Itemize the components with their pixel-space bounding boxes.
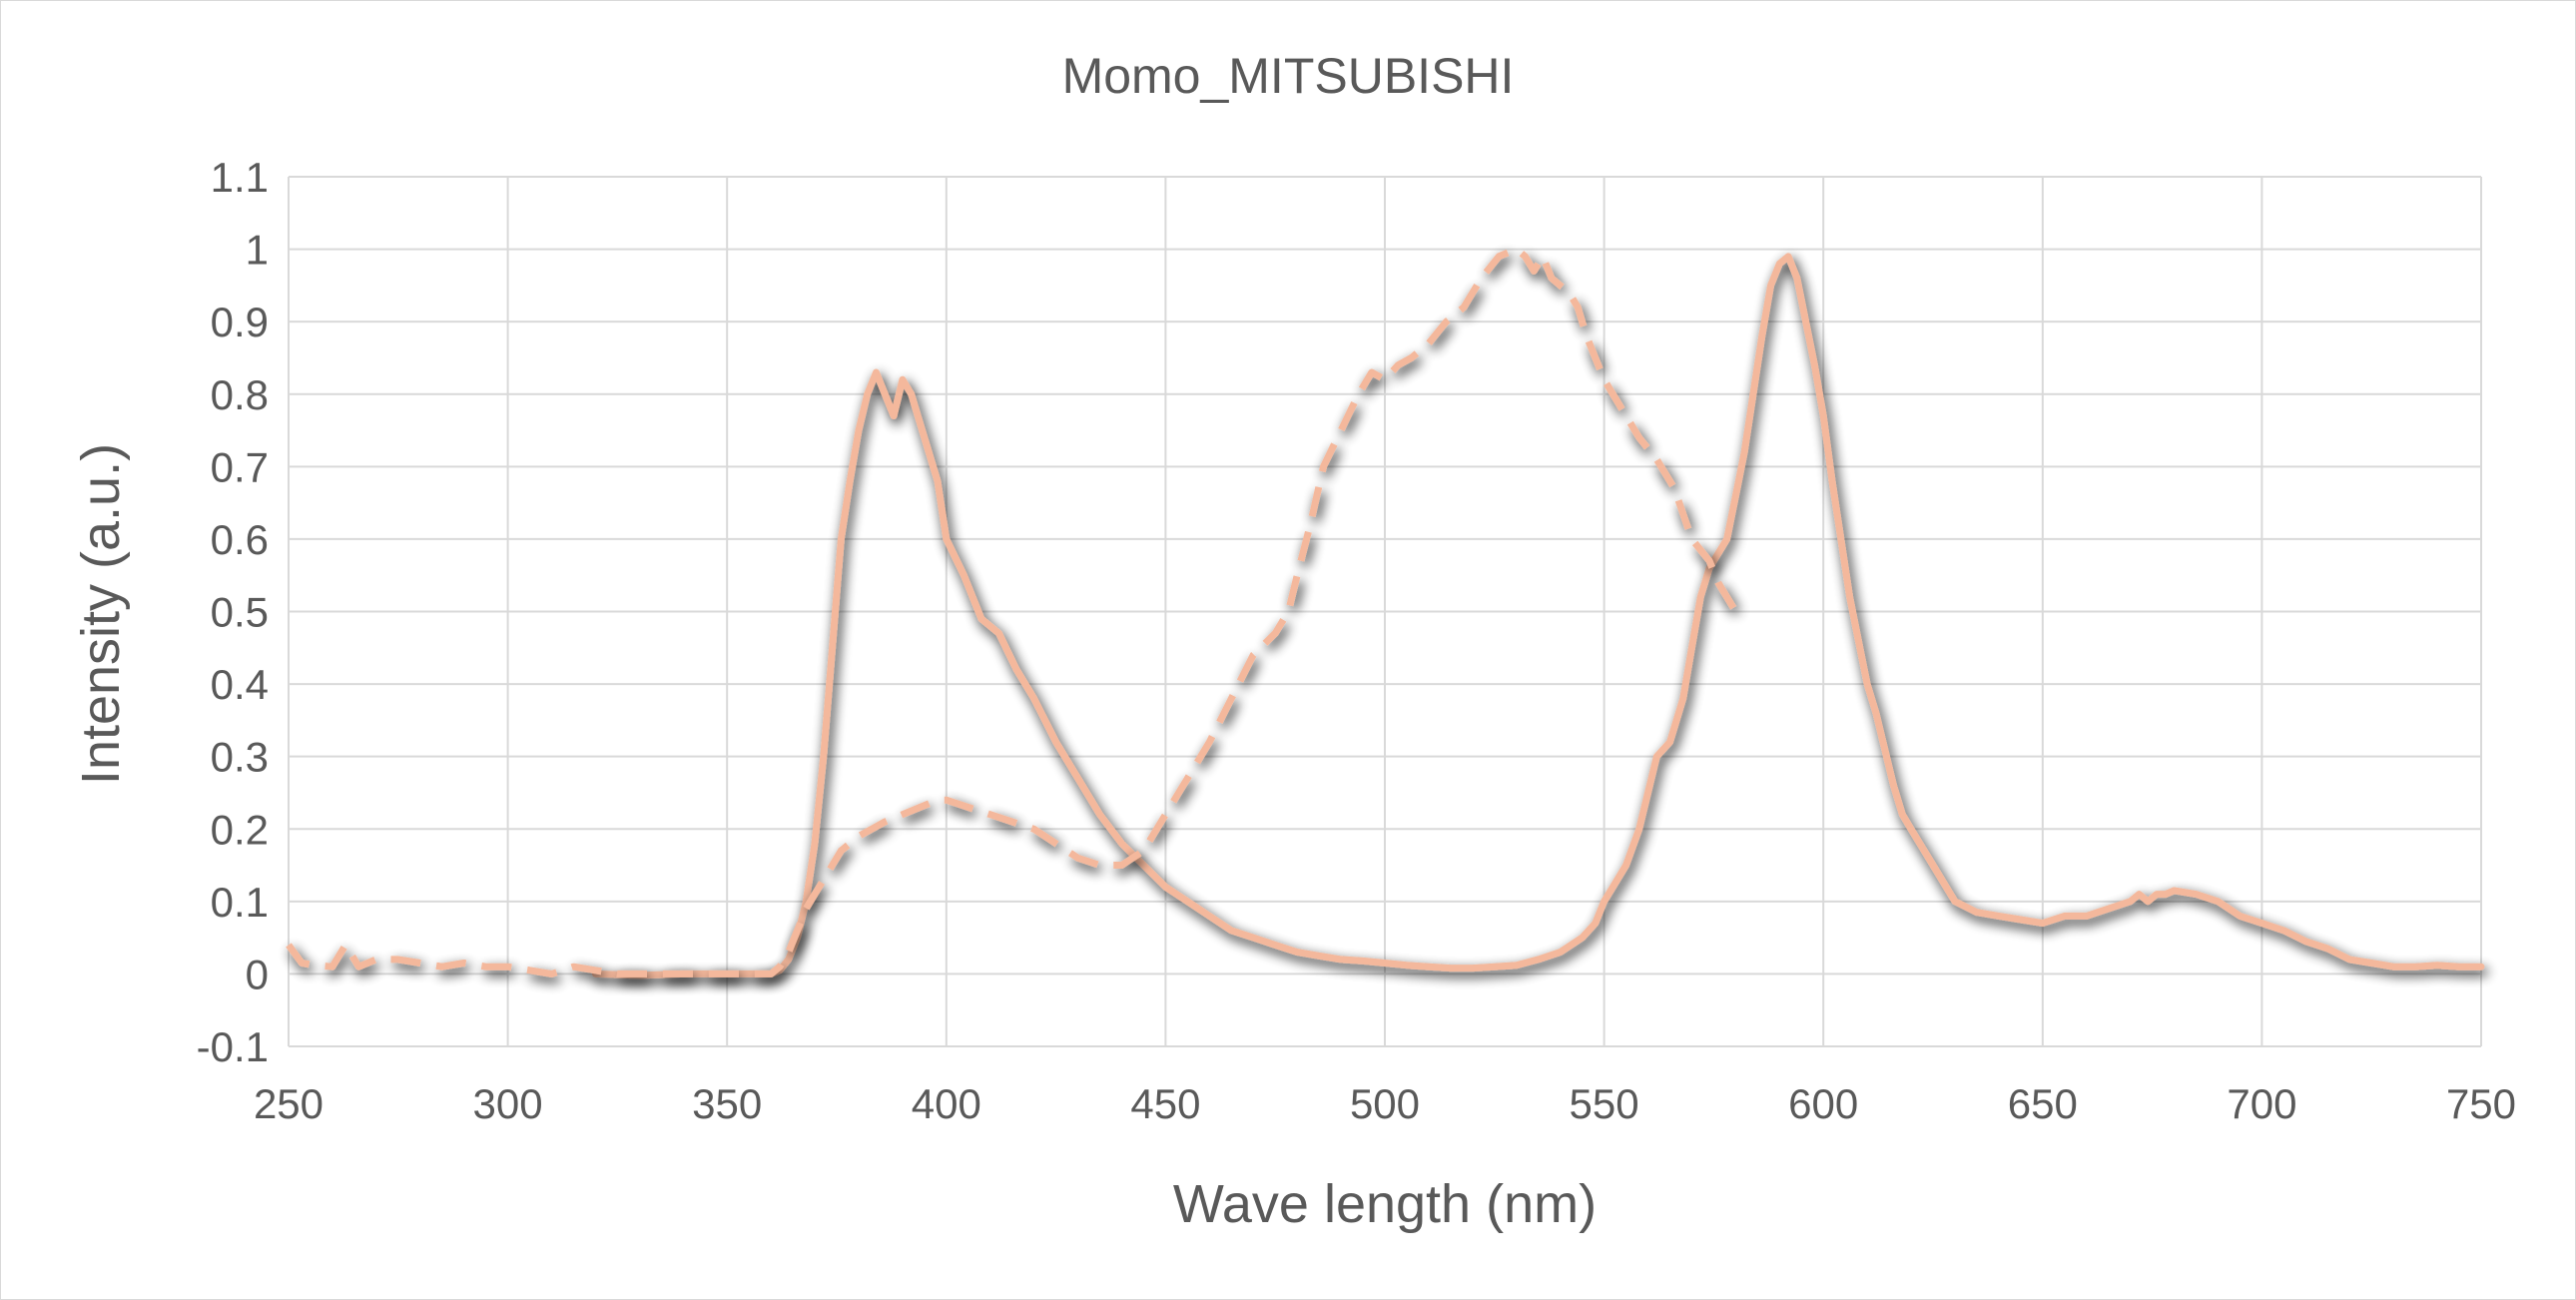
y-tick-label: 0.9: [211, 299, 269, 345]
x-tick-label: 400: [912, 1080, 981, 1127]
y-tick-label: 0.8: [211, 371, 269, 418]
x-tick-label: 700: [2227, 1080, 2296, 1127]
x-tick-label: 650: [2008, 1080, 2078, 1127]
y-tick-label: 0.3: [211, 734, 269, 781]
y-tick-label: 0.4: [211, 661, 269, 708]
x-tick-label: 550: [1570, 1080, 1639, 1127]
y-tick-label: 0.1: [211, 879, 269, 926]
y-tick-label: -0.1: [197, 1023, 269, 1070]
y-tick-label: 0.2: [211, 806, 269, 853]
y-tick-label: 0: [246, 951, 269, 997]
x-axis-title: Wave length (nm): [1173, 1174, 1597, 1234]
x-tick-label: 750: [2446, 1080, 2516, 1127]
x-tick-label: 250: [254, 1080, 323, 1127]
x-tick-label: 600: [1788, 1080, 1858, 1127]
tick-labels: -0.1 0 0.1 0.2 0.3 0.4 0.5 0.6 0.7 0.8 0.9 1 1.1 250 3…: [197, 154, 2516, 1127]
y-tick-label: 0.7: [211, 443, 269, 490]
x-tick-label: 450: [1130, 1080, 1200, 1127]
series-group: [286, 246, 2485, 979]
excitation-series-line: [286, 246, 1739, 977]
y-tick-label: 0.6: [211, 516, 269, 563]
chart-title: Momo_MITSUBISHI: [1062, 48, 1515, 104]
y-tick-label: 1.1: [211, 154, 269, 201]
y-axis-title: Intensity (a.u.): [71, 443, 131, 785]
x-tick-label: 500: [1350, 1080, 1420, 1127]
emission-series-line: [591, 253, 2485, 979]
y-tick-label: 1: [246, 227, 269, 274]
grid: [288, 176, 2482, 1047]
x-tick-label: 300: [473, 1080, 543, 1127]
x-tick-label: 350: [692, 1080, 762, 1127]
y-tick-label: 0.5: [211, 589, 269, 636]
